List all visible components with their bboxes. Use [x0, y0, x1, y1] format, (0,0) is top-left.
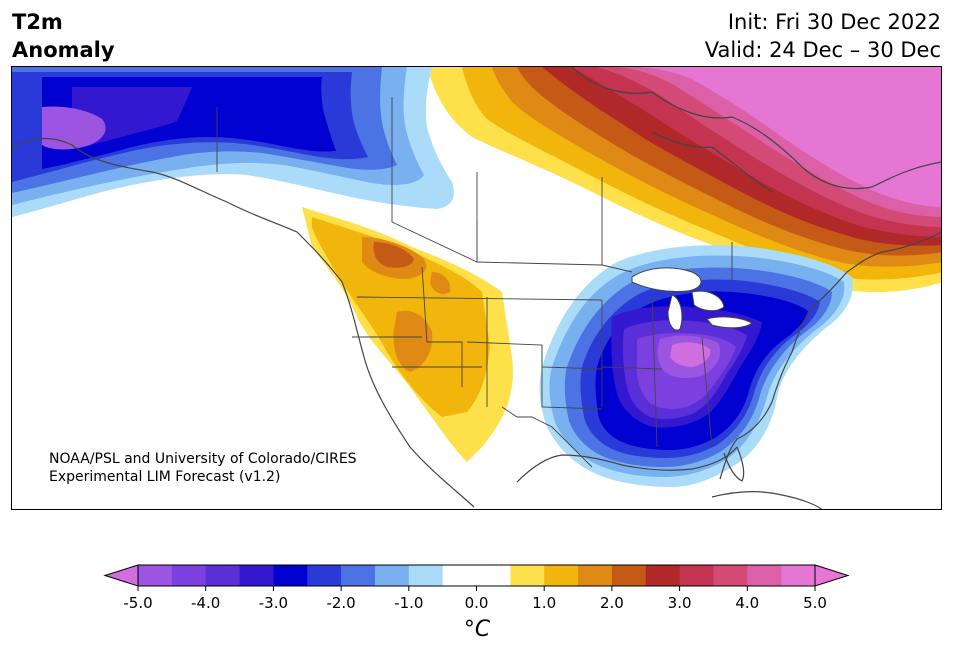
credit-line-2: Experimental LIM Forecast (v1.2) [49, 469, 281, 485]
colorbar-tick-label: -5.0 [123, 594, 152, 612]
title-variable: T2m [12, 10, 63, 34]
colorbar-unit-label: °C [464, 617, 491, 642]
cold-anomaly-east [539, 245, 853, 487]
colorbar-bin [205, 565, 241, 586]
data-credit: NOAA/PSL and University of Colorado/CIRE… [49, 450, 357, 486]
colorbar-tick-label: 4.0 [735, 594, 759, 612]
colorbar-tick-label: -3.0 [259, 594, 288, 612]
colorbar-bin [611, 565, 647, 586]
colorbar-svg: -5.0 -4.0 -3.0 -2.0 -1.0 0.0 1.0 2.0 3.0 4.0 5.0 °… [103, 564, 850, 642]
colorbar-under-arrow [103, 564, 139, 587]
colorbar-tick-label: 1.0 [532, 594, 556, 612]
colorbar-bin [510, 565, 545, 586]
colorbar-bins [138, 565, 816, 586]
colorbar-tick-label: -4.0 [191, 594, 220, 612]
credit-line-1: NOAA/PSL and University of Colorado/CIRE… [49, 451, 357, 467]
colorbar-bin [645, 565, 681, 586]
colorbar-tick-label: 5.0 [803, 594, 827, 612]
colorbar-bin [442, 565, 511, 586]
map-title: T2m Anomaly [12, 8, 115, 64]
colorbar-ticks: -5.0 -4.0 -3.0 -2.0 -1.0 0.0 1.0 2.0 3.0 4.0 5.0 [123, 586, 827, 612]
coastlines [12, 67, 941, 509]
warm-anomaly-west [302, 207, 513, 462]
colorbar-bin [781, 565, 816, 586]
colorbar-tick-label: 3.0 [668, 594, 692, 612]
colorbar-bin [239, 565, 274, 586]
colorbar-bin [578, 565, 613, 586]
colorbar-bin [544, 565, 579, 586]
political-borders [216, 97, 733, 468]
forecast-dates: Init: Fri 30 Dec 2022 Valid: 24 Dec – 30… [705, 8, 941, 64]
colorbar-bin [713, 565, 748, 586]
colorbar: -5.0 -4.0 -3.0 -2.0 -1.0 0.0 1.0 2.0 3.0 4.0 5.0 °… [0, 560, 953, 656]
colorbar-tick-label: -2.0 [326, 594, 355, 612]
colorbar-bin [307, 565, 342, 586]
map-canvas [12, 67, 941, 509]
colorbar-tick-label: 0.0 [465, 594, 489, 612]
colorbar-bin [408, 565, 444, 586]
warm-anomaly-northeast [427, 67, 941, 293]
colorbar-bin [138, 565, 173, 586]
init-date: Init: Fri 30 Dec 2022 [727, 10, 941, 34]
colorbar-bin [273, 565, 308, 586]
anomaly-map [11, 66, 942, 510]
title-subtitle: Anomaly [12, 38, 115, 62]
colorbar-bin [374, 565, 410, 586]
colorbar-tick-label: -1.0 [394, 594, 423, 612]
great-lakes [631, 267, 753, 331]
colorbar-tick-label: 2.0 [600, 594, 624, 612]
colorbar-bin [679, 565, 714, 586]
valid-range: Valid: 24 Dec – 30 Dec [704, 38, 941, 62]
colorbar-bin [171, 565, 207, 586]
colorbar-bin [747, 565, 782, 586]
cold-anomaly-northwest [12, 67, 454, 217]
colorbar-over-arrow [814, 564, 850, 587]
colorbar-bin [341, 565, 376, 586]
